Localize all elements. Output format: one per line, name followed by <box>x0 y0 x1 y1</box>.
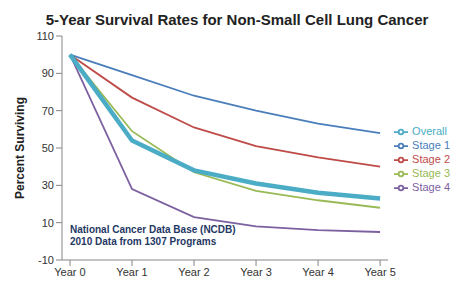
svg-text:Year 2: Year 2 <box>178 266 209 278</box>
svg-text:Year 4: Year 4 <box>302 266 333 278</box>
svg-text:30: 30 <box>42 179 54 191</box>
html-text:Stage 4: Stage 4 <box>412 181 450 194</box>
svg-text:110: 110 <box>36 32 54 42</box>
html-text:Stage 3: Stage 3 <box>412 167 450 179</box>
svg-text:-10: -10 <box>38 254 54 266</box>
svg-text:Year 5: Year 5 <box>364 266 395 278</box>
svg-text:Year 3: Year 3 <box>240 266 271 278</box>
html-text:Stage 2: Stage 2 <box>412 153 450 165</box>
svg-text:Percent Surviving: Percent Surviving <box>13 97 27 199</box>
html-text:Stage 1: Stage 1 <box>412 138 450 151</box>
svg-text:90: 90 <box>42 67 54 79</box>
html-text:Overall: Overall <box>412 124 447 137</box>
html-text:5-Year Survival Rates for Non-: 5-Year Survival Rates for Non-Small Cell… <box>45 11 429 28</box>
html-text:2010 Data from 1307 Programs: 2010 Data from 1307 Programs <box>70 236 217 247</box>
svg-text:70: 70 <box>42 105 54 117</box>
svg-text:10: 10 <box>42 217 54 229</box>
html-text:National Cancer Data Base (NCD: National Cancer Data Base (NCDB) <box>70 224 236 235</box>
svg-text:Year 1: Year 1 <box>116 266 147 278</box>
svg-text:50: 50 <box>42 142 54 154</box>
svg-text:Year 0: Year 0 <box>54 266 85 278</box>
